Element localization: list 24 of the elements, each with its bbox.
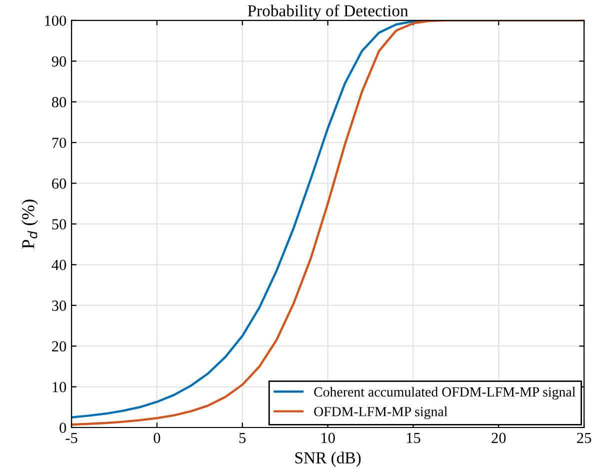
y-axis-title: P$_{d}$ (%) <box>22 200 38 249</box>
chart-title: Probability of Detection <box>248 4 408 20</box>
y-tick-label: 60 <box>52 178 66 189</box>
x-tick-label: -5 <box>66 432 78 444</box>
x-tick-label: 25 <box>577 432 592 444</box>
y-tick-label: 40 <box>52 260 66 270</box>
y-tick-label: 80 <box>52 96 66 108</box>
x-axis-title: SNR (dB) <box>295 452 361 467</box>
y-tick-label: 30 <box>52 300 66 311</box>
legend-label: OFDM-LFM-MP signal <box>314 406 448 420</box>
y-tick-label: 20 <box>52 341 66 352</box>
line-series <box>72 20 584 426</box>
legend-label: Coherent accumulated OFDM-LFM-MP signal <box>314 386 576 400</box>
x-tick-label: 5 <box>239 432 246 444</box>
y-tick-label: 90 <box>52 56 66 67</box>
x-tick-label: 20 <box>492 432 506 444</box>
y-tick-label: 70 <box>52 138 66 148</box>
x-tick-label: 0 <box>154 432 160 444</box>
y-tick-label: 0 <box>60 422 66 433</box>
x-tick-label: 15 <box>406 432 420 444</box>
x-tick-label: 10 <box>322 432 335 444</box>
y-tick-label: 10 <box>52 382 66 392</box>
y-tick-label: 50 <box>52 219 66 230</box>
y-tick-label: 100 <box>45 16 66 26</box>
